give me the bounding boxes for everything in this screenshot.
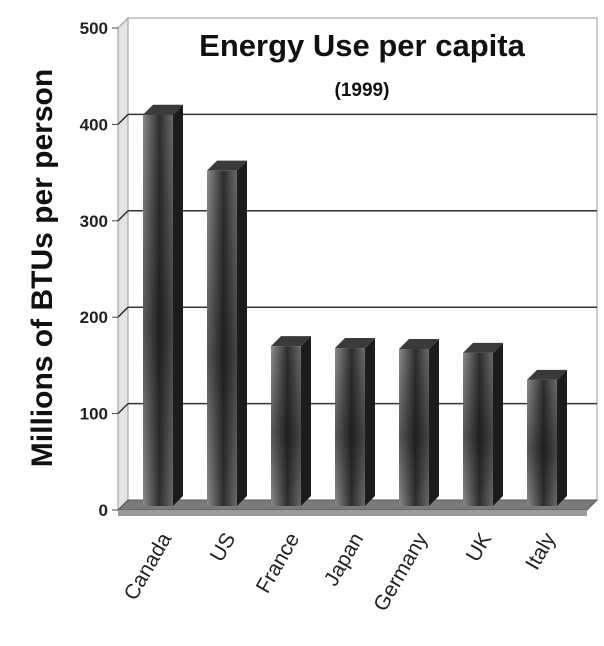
bar-side [557, 369, 567, 506]
bar-top [271, 336, 311, 347]
x-category-label: US [206, 529, 241, 566]
bar-side [301, 336, 311, 506]
bar-canada [143, 104, 183, 506]
bar-uk [463, 342, 503, 506]
bar-germany [399, 339, 439, 506]
x-category-label: Germany [369, 529, 432, 616]
bar-side [429, 339, 439, 506]
bar-top [143, 104, 183, 115]
bar-top [335, 338, 375, 349]
bar-shade [207, 170, 237, 506]
y-tick-label: 100 [80, 405, 108, 424]
plot-floor-front [118, 510, 587, 516]
chart-subtitle: (1999) [335, 80, 390, 101]
bar-shade [527, 379, 557, 506]
bar-japan [335, 338, 375, 506]
bar-shade [463, 352, 493, 506]
bar-side [365, 338, 375, 506]
gridline-side [117, 210, 129, 222]
gridline-side [117, 403, 129, 415]
x-category-label: Italy [521, 529, 560, 574]
bar-side [173, 104, 183, 506]
category-labels: Canada US France Japan Germany UK Italy [120, 529, 561, 616]
bar-top [527, 369, 567, 380]
bar-us [207, 160, 247, 506]
y-tick-label: 300 [80, 212, 108, 231]
bar-italy [527, 369, 567, 506]
x-category-label: France [252, 529, 305, 597]
x-category-label: UK [462, 529, 497, 566]
x-category-label: Canada [120, 529, 177, 604]
bar-shade [143, 114, 173, 506]
y-tick-label: 400 [80, 115, 108, 134]
gridline-side [117, 113, 129, 125]
y-tick-label: 500 [80, 19, 108, 38]
x-category-label: Japan [320, 529, 369, 590]
y-axis-ticks: 0 100 200 300 400 500 [80, 19, 118, 520]
bar-shade [399, 349, 429, 506]
y-tick-label: 200 [80, 308, 108, 327]
plot-side-wall [117, 16, 129, 512]
bar-top [463, 342, 503, 353]
y-tick-label: 0 [99, 501, 108, 520]
bar-shade [335, 348, 365, 506]
chart-title: Energy Use per capita [199, 28, 525, 63]
bar-side [493, 342, 503, 506]
bars [143, 104, 567, 506]
bar-side [237, 160, 247, 506]
bar-top [207, 160, 247, 171]
gridline-side [117, 306, 129, 318]
bar-shade [271, 346, 301, 506]
bar-france [271, 336, 311, 506]
gridlines [117, 113, 597, 415]
y-axis-title: Millions of BTUs per person [26, 69, 59, 467]
bar-top [399, 339, 439, 350]
